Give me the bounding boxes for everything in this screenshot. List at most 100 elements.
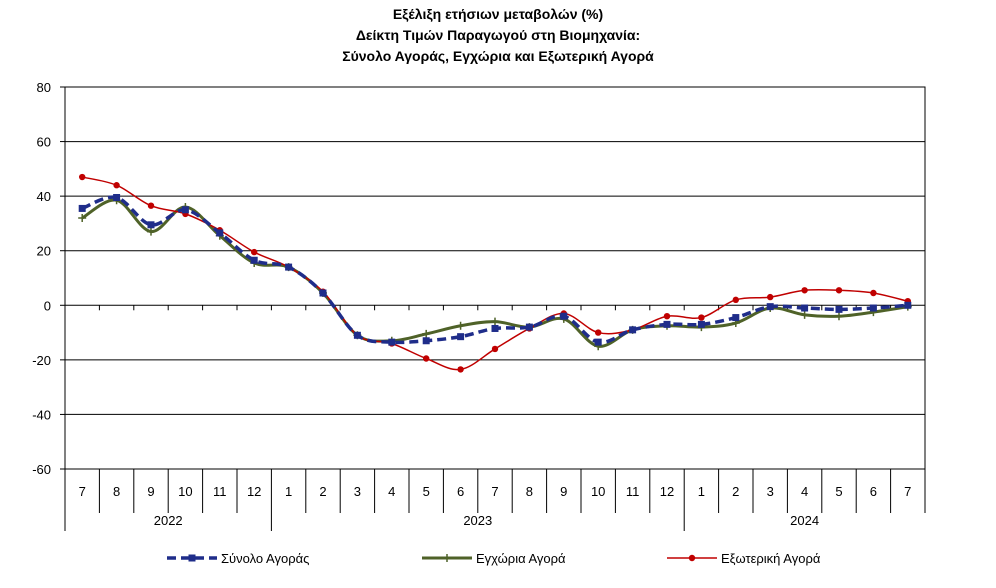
x-tick-label: 1 <box>698 484 705 499</box>
data-point <box>456 321 465 330</box>
data-point <box>285 263 293 271</box>
data-point <box>835 312 843 321</box>
data-point <box>491 317 499 326</box>
data-point <box>491 324 499 332</box>
x-tick-label: 2 <box>319 484 326 499</box>
y-tick-label: 0 <box>44 298 51 313</box>
x-tick-label: 3 <box>354 484 361 499</box>
data-point <box>732 314 740 322</box>
x-tick-label: 8 <box>526 484 533 499</box>
x-tick-label: 1 <box>285 484 292 499</box>
x-tick-label: 3 <box>767 484 774 499</box>
x-tick-label: 11 <box>626 484 640 499</box>
data-point <box>767 293 774 301</box>
x-tick-label: 6 <box>870 484 877 499</box>
data-point <box>560 312 568 320</box>
data-point <box>79 173 86 181</box>
x-tick-label: 12 <box>247 484 261 499</box>
data-point <box>732 296 739 304</box>
y-tick-label: -40 <box>32 407 51 422</box>
data-point <box>147 221 155 229</box>
data-point <box>835 305 843 313</box>
data-point <box>870 289 877 297</box>
x-tick-label: 9 <box>560 484 567 499</box>
data-point <box>800 310 809 319</box>
data-point <box>629 326 637 334</box>
x-tick-label: 10 <box>591 484 605 499</box>
x-tick-label: 8 <box>113 484 120 499</box>
chart-title-line-3: Σύνολο Αγοράς, Εγχώρια και Εξωτερική Αγο… <box>342 48 654 64</box>
y-tick-label: 60 <box>37 135 51 150</box>
legend-label: Εξωτερική Αγορά <box>721 550 821 566</box>
year-label: 2024 <box>790 513 819 528</box>
data-point <box>595 329 602 336</box>
data-point <box>525 323 533 331</box>
chart-title-line-2: Δείκτη Τιμών Παραγωγού στη Βιομηχανία: <box>355 27 641 43</box>
data-point <box>801 304 809 312</box>
x-tick-label: 5 <box>835 484 842 499</box>
series-2 <box>79 173 911 373</box>
data-point <box>422 329 431 338</box>
data-point <box>78 213 87 222</box>
x-tick-label: 5 <box>423 484 430 499</box>
data-point <box>216 229 224 237</box>
legend-label: Εγχώρια Αγορά <box>476 550 566 566</box>
data-point <box>147 202 155 209</box>
data-point <box>423 355 430 362</box>
data-point <box>319 289 327 297</box>
data-point <box>663 313 671 320</box>
data-point <box>697 320 705 328</box>
y-tick-label: -20 <box>32 353 51 368</box>
y-tick-label: 40 <box>37 189 51 204</box>
x-tick-label: 12 <box>660 484 674 499</box>
data-point <box>78 204 86 212</box>
data-point <box>835 287 843 294</box>
series-line <box>82 176 908 371</box>
y-tick-label: 80 <box>37 80 51 95</box>
series-0 <box>78 194 912 346</box>
legend-item: Εξωτερική Αγορά <box>665 548 820 568</box>
y-tick-label: 20 <box>37 244 51 259</box>
year-label: 2022 <box>154 513 183 528</box>
x-tick-label: 7 <box>491 484 498 499</box>
x-tick-label: 4 <box>801 484 808 499</box>
data-point <box>663 320 671 328</box>
data-point <box>113 194 121 202</box>
data-point <box>147 227 155 236</box>
data-point <box>869 304 877 312</box>
legend-marker <box>688 554 696 562</box>
legend-marker <box>188 554 196 562</box>
legend-swatch <box>422 554 472 562</box>
x-tick-label: 2 <box>732 484 739 499</box>
legend-label: Σύνολο Αγοράς <box>221 550 310 566</box>
x-tick-label: 11 <box>213 484 227 499</box>
x-tick-label: 6 <box>457 484 464 499</box>
data-point <box>113 182 120 189</box>
data-point <box>353 331 361 339</box>
data-point <box>491 345 499 353</box>
year-label: 2023 <box>463 513 492 528</box>
legend-swatch <box>167 554 217 562</box>
chart-title: Εξέλιξη ετήσιων μεταβολών (%) Δείκτη Τιμ… <box>0 4 996 67</box>
legend-swatch <box>667 554 717 562</box>
x-tick-label: 4 <box>388 484 395 499</box>
data-point <box>698 314 705 321</box>
legend-item: Σύνολο Αγοράς <box>165 548 309 568</box>
x-tick-label: 7 <box>79 484 86 499</box>
data-point <box>250 256 258 264</box>
chart-title-line-1: Εξέλιξη ετήσιων μεταβολών (%) <box>392 6 604 22</box>
gridlines <box>60 86 925 470</box>
data-point <box>766 303 774 311</box>
data-point <box>904 301 912 309</box>
data-point <box>181 206 189 214</box>
chart-legend: Σύνολο Αγοράς Εγχώρια Αγορά Εξωτερική Αγορ… <box>0 548 996 572</box>
x-tick-label: 7 <box>904 484 911 499</box>
data-point <box>388 338 396 346</box>
legend-marker <box>443 554 451 562</box>
data-point <box>594 338 602 346</box>
plot-area <box>64 86 926 470</box>
data-point <box>457 333 465 341</box>
data-point <box>251 248 258 256</box>
